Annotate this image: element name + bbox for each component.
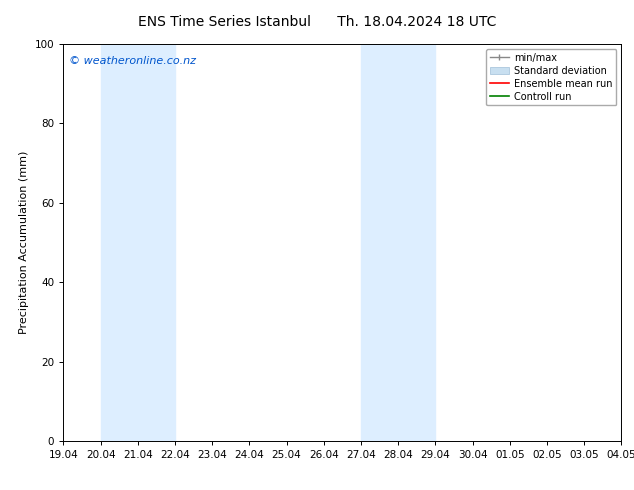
Text: ENS Time Series Istanbul      Th. 18.04.2024 18 UTC: ENS Time Series Istanbul Th. 18.04.2024 … bbox=[138, 15, 496, 29]
Bar bbox=[621, 44, 634, 441]
Y-axis label: Precipitation Accumulation (mm): Precipitation Accumulation (mm) bbox=[19, 151, 29, 334]
Text: © weatheronline.co.nz: © weatheronline.co.nz bbox=[69, 56, 196, 66]
Bar bbox=[101, 44, 175, 441]
Legend: min/max, Standard deviation, Ensemble mean run, Controll run: min/max, Standard deviation, Ensemble me… bbox=[486, 49, 616, 105]
Bar bbox=[361, 44, 436, 441]
